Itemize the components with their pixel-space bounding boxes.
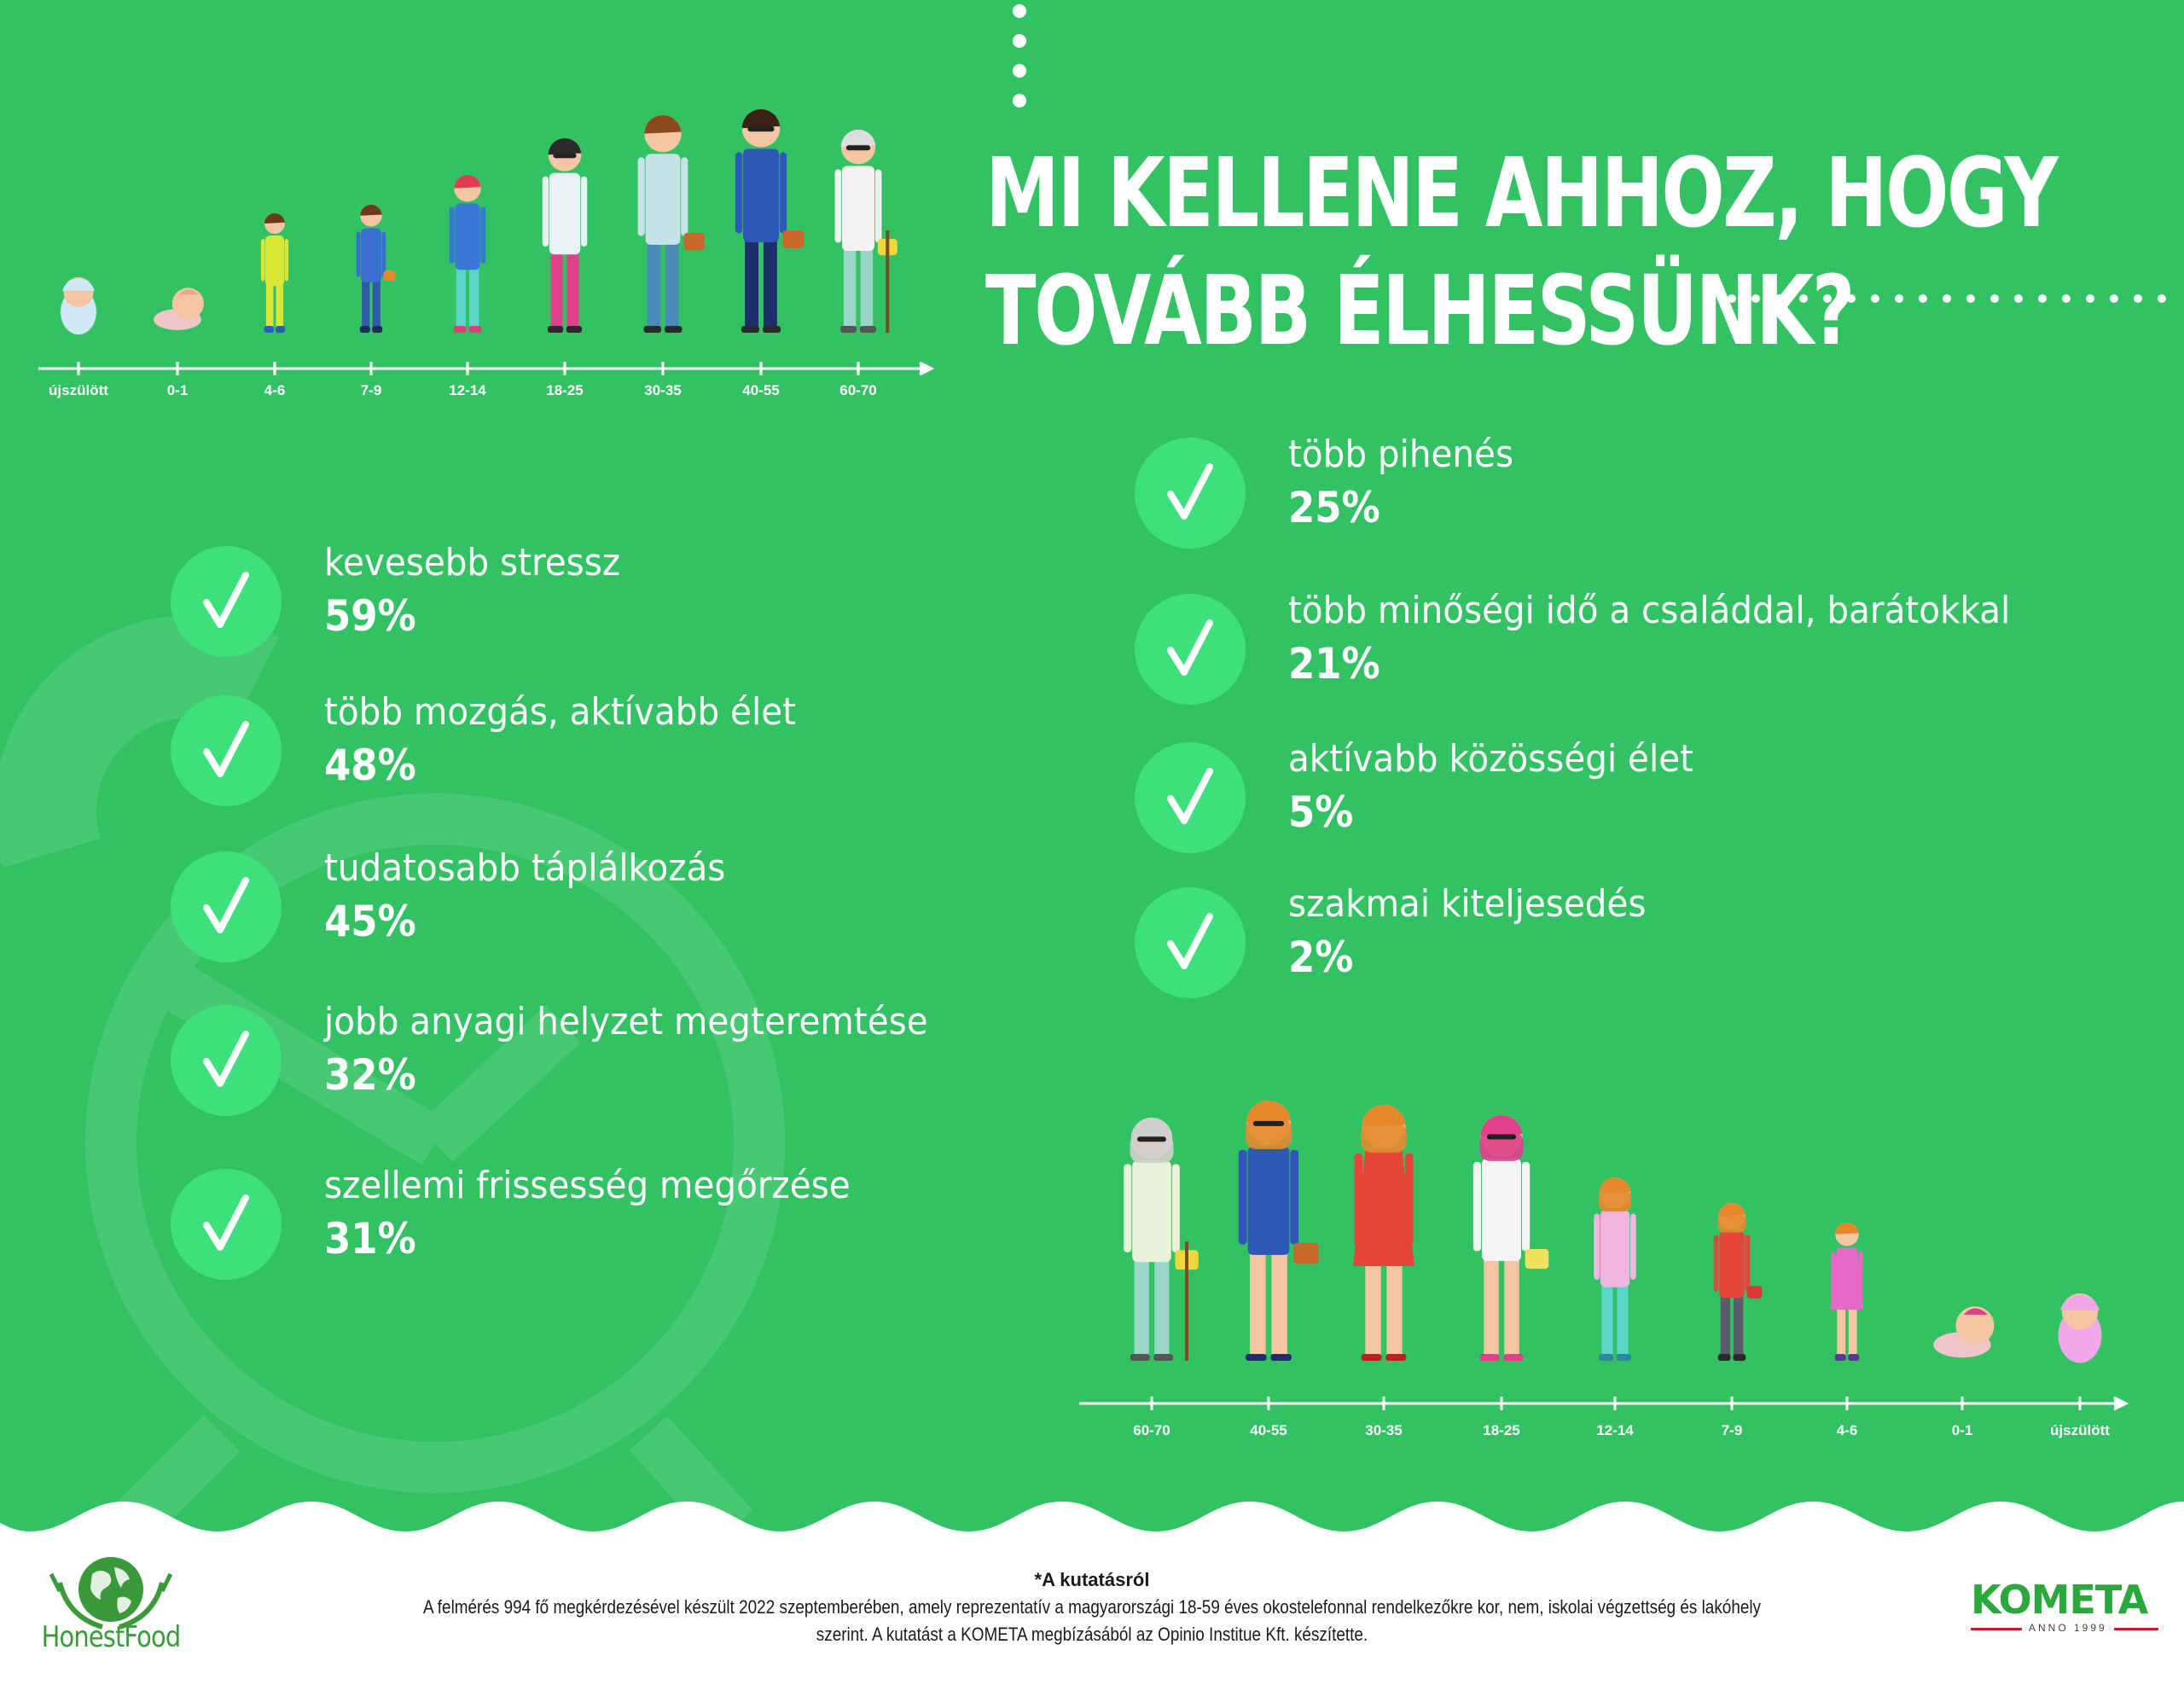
person-figure	[1594, 1177, 1636, 1361]
timeline-axis-bottom	[1079, 1396, 2129, 1411]
timeline-tick-label: újszülött	[2050, 1422, 2110, 1438]
timeline-tick-label: 7-9	[1721, 1422, 1743, 1438]
timeline-tick-label: 4-6	[1836, 1422, 1858, 1438]
timeline-tick-label: 0-1	[1951, 1422, 1973, 1438]
result-percent: 25%	[1288, 483, 1380, 532]
check-circle	[171, 1005, 282, 1116]
result-percent: 32%	[324, 1050, 416, 1100]
timeline-tick-label: 40-55	[742, 382, 780, 398]
person-figure	[449, 174, 486, 333]
check-circle	[1135, 742, 1246, 853]
person-figure	[1933, 1306, 1995, 1358]
wavy-green-background	[0, 0, 2184, 1531]
figures-bottom-row	[1124, 1101, 2102, 1363]
globe-hands-icon	[49, 1557, 173, 1630]
check-icon	[203, 1194, 249, 1251]
page-title: MI KELLENE AHHOZ, HOGY TOVÁBB ÉLHESSÜNK?	[985, 135, 2059, 370]
person-figure	[1238, 1101, 1319, 1361]
timeline-tick-label: 60-70	[839, 382, 877, 398]
kometa-logo: KOMETA ANNO 1999	[1971, 1577, 2158, 1645]
timeline-tick-label: 60-70	[1133, 1422, 1170, 1438]
result-percent: 2%	[1288, 933, 1354, 982]
timeline-tick-label: 18-25	[546, 382, 584, 398]
result-label: szakmai kiteljesedés	[1288, 882, 1647, 926]
person-figure	[1830, 1223, 1864, 1361]
person-figure	[61, 276, 96, 335]
title-line-2: TOVÁBB ÉLHESSÜNK?	[985, 256, 1855, 367]
person-figure	[356, 205, 396, 333]
alarm-clock-watermark	[0, 615, 785, 1546]
timeline-tick-label: 0-1	[166, 382, 189, 398]
timeline-tick-label: 12-14	[449, 382, 486, 398]
footer-text-2: szerint. A kutatást a KOMETA megbízásábó…	[816, 1624, 1368, 1645]
result-percent: 21%	[1288, 639, 1380, 689]
dotted-line-horizontal	[1728, 294, 2166, 303]
timeline-tick-label: 40-55	[1250, 1422, 1287, 1438]
person-figure	[1353, 1105, 1414, 1361]
check-icon	[203, 1031, 249, 1087]
person-figure	[154, 288, 204, 330]
person-figure	[1713, 1202, 1763, 1361]
result-label: jobb anyagi helyzet megteremtése	[324, 1000, 928, 1043]
result-percent: 48%	[324, 741, 416, 790]
result-label: több mozgás, aktívabb élet	[324, 690, 796, 734]
person-figure	[834, 130, 897, 333]
timeline-tick-label: 12-14	[1596, 1422, 1634, 1438]
check-icon	[1167, 619, 1213, 676]
check-circle	[171, 851, 282, 962]
honestfood-logo: HonestFood	[26, 1548, 196, 1659]
result-percent: 31%	[324, 1214, 416, 1264]
timeline-axis-top	[38, 361, 935, 376]
timeline-tick-label: 30-35	[644, 382, 682, 398]
check-circle	[1135, 438, 1246, 549]
result-percent: 5%	[1288, 787, 1354, 837]
result-label: tudatosabb táplálkozás	[324, 846, 726, 890]
check-circle	[171, 1169, 282, 1280]
dotted-line-vertical	[1013, 4, 1026, 107]
person-figure	[1124, 1118, 1199, 1361]
footer-text-1: A felmérés 994 fő megkérdezésével készül…	[422, 1596, 1762, 1618]
timeline-tick-label: újszülött	[49, 382, 108, 398]
timeline-tick-label: 4-6	[264, 382, 286, 398]
person-figure	[735, 109, 804, 333]
result-percent: 59%	[324, 591, 416, 641]
figures-top-row	[61, 109, 897, 335]
kometa-logo-text: KOMETA	[1971, 1577, 2148, 1623]
check-icon	[1167, 768, 1213, 824]
result-label: több minőségi idő a családdal, barátokka…	[1288, 589, 2011, 632]
check-circle	[171, 695, 282, 806]
result-label: aktívabb közösségi élet	[1288, 737, 1693, 781]
result-label: szellemi frissesség megőrzése	[324, 1164, 851, 1207]
check-icon	[203, 572, 249, 628]
result-percent: 45%	[324, 897, 416, 946]
honestfood-logo-text: HonestFood	[41, 1620, 182, 1654]
person-figure	[637, 115, 705, 333]
result-label: kevesebb stressz	[324, 541, 621, 584]
check-icon	[1167, 913, 1213, 969]
check-icon	[203, 721, 249, 777]
title-line-1: MI KELLENE AHHOZ, HOGY	[985, 138, 2059, 249]
check-circle	[171, 546, 282, 657]
timeline-tick-label: 18-25	[1483, 1422, 1520, 1438]
person-figure	[542, 138, 588, 333]
person-figure	[1472, 1115, 1549, 1361]
footer-heading: *A kutatásról	[1034, 1569, 1150, 1590]
kometa-logo-subtitle: ANNO 1999	[2022, 1622, 2114, 1634]
check-icon	[203, 877, 249, 933]
person-figure	[2058, 1293, 2102, 1363]
check-circle	[1135, 887, 1246, 998]
person-figure	[260, 213, 289, 333]
result-label: több pihenés	[1288, 433, 1514, 476]
check-icon	[1167, 463, 1213, 520]
timeline-tick-label: 30-35	[1365, 1422, 1403, 1438]
check-circle	[1135, 594, 1246, 705]
timeline-tick-label: 7-9	[360, 382, 382, 398]
